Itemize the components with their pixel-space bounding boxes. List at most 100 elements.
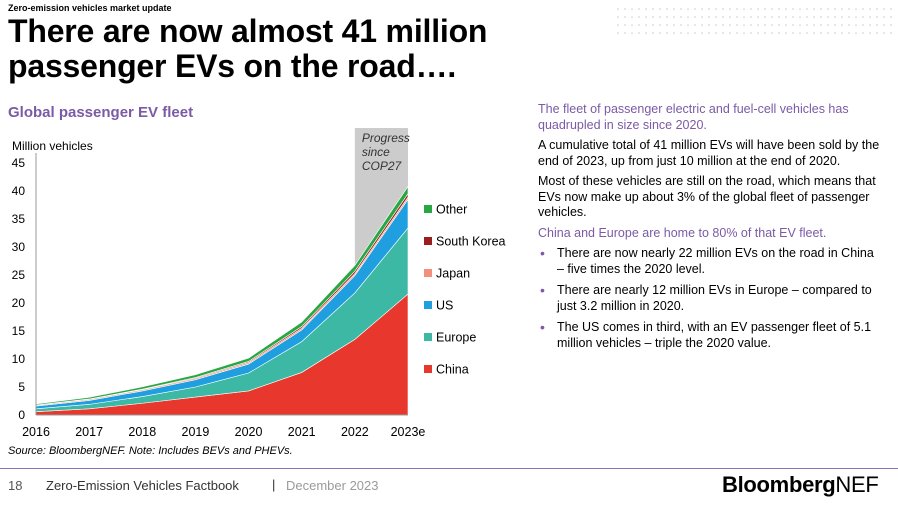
grid-dot [855, 24, 857, 26]
grid-dot [834, 32, 836, 34]
grid-dot [687, 24, 689, 26]
page-headline: There are now almost 41 million passenge… [8, 13, 488, 84]
grid-dot [736, 32, 738, 34]
grid-dot [778, 8, 780, 10]
grid-dot [855, 32, 857, 34]
grid-dot [764, 24, 766, 26]
grid-dot [694, 8, 696, 10]
grid-dot [715, 24, 717, 26]
grid-dot [680, 16, 682, 18]
grid-dot [631, 16, 633, 18]
grid-dot [680, 8, 682, 10]
grid-dot [701, 16, 703, 18]
grid-dot [617, 16, 619, 18]
intro-text: The fleet of passenger electric and fuel… [538, 102, 849, 132]
grid-dot [813, 24, 815, 26]
grid-dot [876, 16, 878, 18]
grid-dot [883, 24, 885, 26]
highlight-label-line: Progress [362, 131, 410, 145]
grid-dot [645, 32, 647, 34]
grid-dot [827, 16, 829, 18]
grid-dot [624, 8, 626, 10]
grid-dot [785, 16, 787, 18]
grid-dot [624, 24, 626, 26]
x-tick-label: 2023e [391, 425, 426, 439]
x-tick-label: 2019 [182, 425, 210, 439]
y-tick-label: 25 [12, 268, 26, 282]
grid-dot [757, 24, 759, 26]
grid-dot [771, 8, 773, 10]
highlight-label: Progress since COP27 [362, 131, 410, 173]
legend-label: Other [436, 203, 467, 217]
grid-dot [659, 32, 661, 34]
grid-dot [750, 32, 752, 34]
grid-dot [848, 32, 850, 34]
grid-dot [764, 16, 766, 18]
grid-dot [862, 16, 864, 18]
grid-dot [862, 24, 864, 26]
y-tick-label: 45 [12, 156, 26, 170]
grid-dot [652, 24, 654, 26]
grid-dot [862, 32, 864, 34]
grid-dot [750, 8, 752, 10]
grid-dot [813, 8, 815, 10]
grid-dot [827, 32, 829, 34]
grid-dot [701, 32, 703, 34]
grid-dot [638, 16, 640, 18]
grid-dot [883, 8, 885, 10]
grid-dot [687, 32, 689, 34]
source-note: Source: BloombergNEF. Note: Includes BEV… [8, 445, 293, 457]
paragraph-fleet-share: Most of these vehicles are still on the … [538, 174, 876, 219]
y-axis-label: Million vehicles [12, 139, 93, 153]
grid-dot [883, 32, 885, 34]
y-tick-label: 15 [12, 324, 26, 338]
chart-title: Global passenger EV fleet [8, 104, 194, 121]
bloombergnef-logo: BloombergNEF [722, 472, 879, 498]
grid-dot [799, 8, 801, 10]
grid-dot [813, 32, 815, 34]
grid-dot [638, 24, 640, 26]
grid-dot [722, 32, 724, 34]
grid-dot [624, 16, 626, 18]
x-tick-label: 2018 [128, 425, 156, 439]
page-number: 18 [8, 478, 23, 493]
footer-separator: | [272, 477, 276, 492]
highlight-label-line: COP27 [362, 159, 403, 173]
legend-label: Europe [436, 331, 476, 345]
grid-dot [869, 24, 871, 26]
logo-nef: NEF [835, 472, 879, 497]
grid-dot [729, 24, 731, 26]
grid-dot [631, 32, 633, 34]
footer-title: Zero-Emission Vehicles Factbook [46, 478, 239, 493]
grid-dot [743, 32, 745, 34]
grid-dot [743, 24, 745, 26]
grid-dot [855, 16, 857, 18]
bullet-europe: There are nearly 12 million EVs in Europ… [538, 283, 883, 314]
grid-dot [792, 16, 794, 18]
grid-dot [820, 32, 822, 34]
grid-dot [729, 32, 731, 34]
grid-dot [785, 32, 787, 34]
x-tick-label: 2021 [288, 425, 316, 439]
legend-label: US [436, 299, 453, 313]
kicker-text: Zero-emission vehicles market update [8, 3, 172, 13]
grid-dot [729, 8, 731, 10]
grid-dot [645, 16, 647, 18]
grid-dot [799, 16, 801, 18]
grid-dot [680, 32, 682, 34]
grid-dot [834, 24, 836, 26]
grid-dot [757, 16, 759, 18]
y-tick-label: 30 [12, 240, 26, 254]
y-tick-label: 20 [12, 296, 26, 310]
grid-dot [638, 8, 640, 10]
grid-dot [743, 16, 745, 18]
grid-dot [785, 24, 787, 26]
area-other [35, 185, 409, 406]
paragraph-cumulative: A cumulative total of 41 million EVs wil… [538, 138, 880, 168]
legend-label: China [436, 363, 469, 377]
grid-dot [841, 32, 843, 34]
grid-dot [862, 8, 864, 10]
legend-swatch [424, 269, 432, 277]
grid-dot [631, 24, 633, 26]
grid-dot [820, 16, 822, 18]
